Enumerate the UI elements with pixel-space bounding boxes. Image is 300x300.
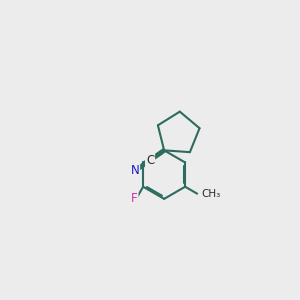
Text: CH₃: CH₃ bbox=[201, 189, 220, 199]
Text: F: F bbox=[131, 192, 138, 205]
Text: N: N bbox=[130, 164, 139, 177]
Text: C: C bbox=[146, 154, 154, 167]
